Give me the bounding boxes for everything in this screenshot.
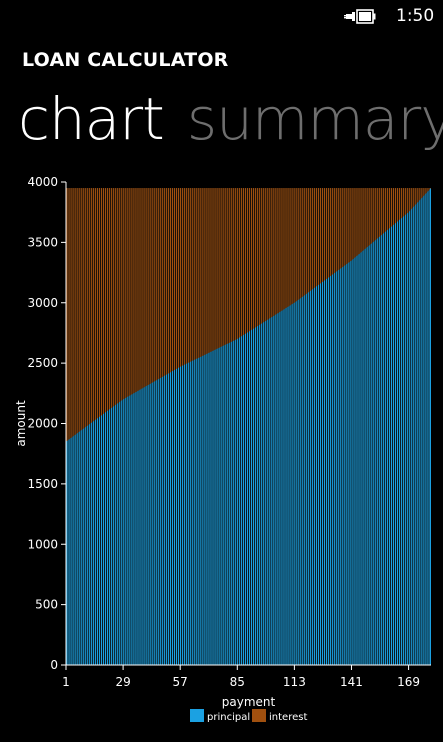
- y-tick-label: 2500: [27, 356, 58, 370]
- y-tick-label: 2000: [27, 417, 58, 431]
- chart-canvas: 0 500 1000 1500 2000 2500 3000 3500 4000 1 29 57 85 1…: [14, 175, 431, 723]
- x-tick-label: 169: [397, 675, 420, 689]
- pivot-header: chart summary: [18, 84, 443, 154]
- legend-label-interest: interest: [269, 712, 307, 723]
- app-title: LOAN CALCULATOR: [22, 49, 229, 71]
- x-tick-label: 113: [283, 675, 306, 689]
- tab-chart[interactable]: chart: [18, 85, 165, 153]
- y-tick-label: 3000: [27, 296, 58, 310]
- tab-summary[interactable]: summary: [186, 85, 443, 153]
- y-tick-label: 0: [50, 658, 58, 672]
- x-tick-label: 29: [115, 675, 130, 689]
- x-tick-label: 1: [62, 675, 70, 689]
- y-tick-label: 3500: [27, 235, 58, 249]
- y-tick-label: 4000: [27, 175, 58, 189]
- x-tick-label: 57: [173, 675, 188, 689]
- y-tick-label: 500: [35, 598, 58, 612]
- legend-swatch-interest: [252, 709, 266, 722]
- y-axis-label: amount: [14, 400, 28, 447]
- battery-charging-icon: [344, 9, 376, 24]
- y-tick-label: 1500: [27, 477, 58, 491]
- clock: 1:50: [396, 6, 435, 26]
- legend-swatch-principal: [190, 709, 204, 722]
- status-bar: 1:50: [0, 0, 443, 32]
- x-tick-label: 141: [340, 675, 363, 689]
- x-tick-label: 85: [230, 675, 245, 689]
- y-tick-label: 1000: [27, 537, 58, 551]
- legend-label-principal: principal: [207, 712, 250, 723]
- loan-chart: 0 500 1000 1500 2000 2500 3000 3500 4000 1 29 57 85 1…: [0, 170, 443, 738]
- x-axis-label: payment: [222, 695, 276, 709]
